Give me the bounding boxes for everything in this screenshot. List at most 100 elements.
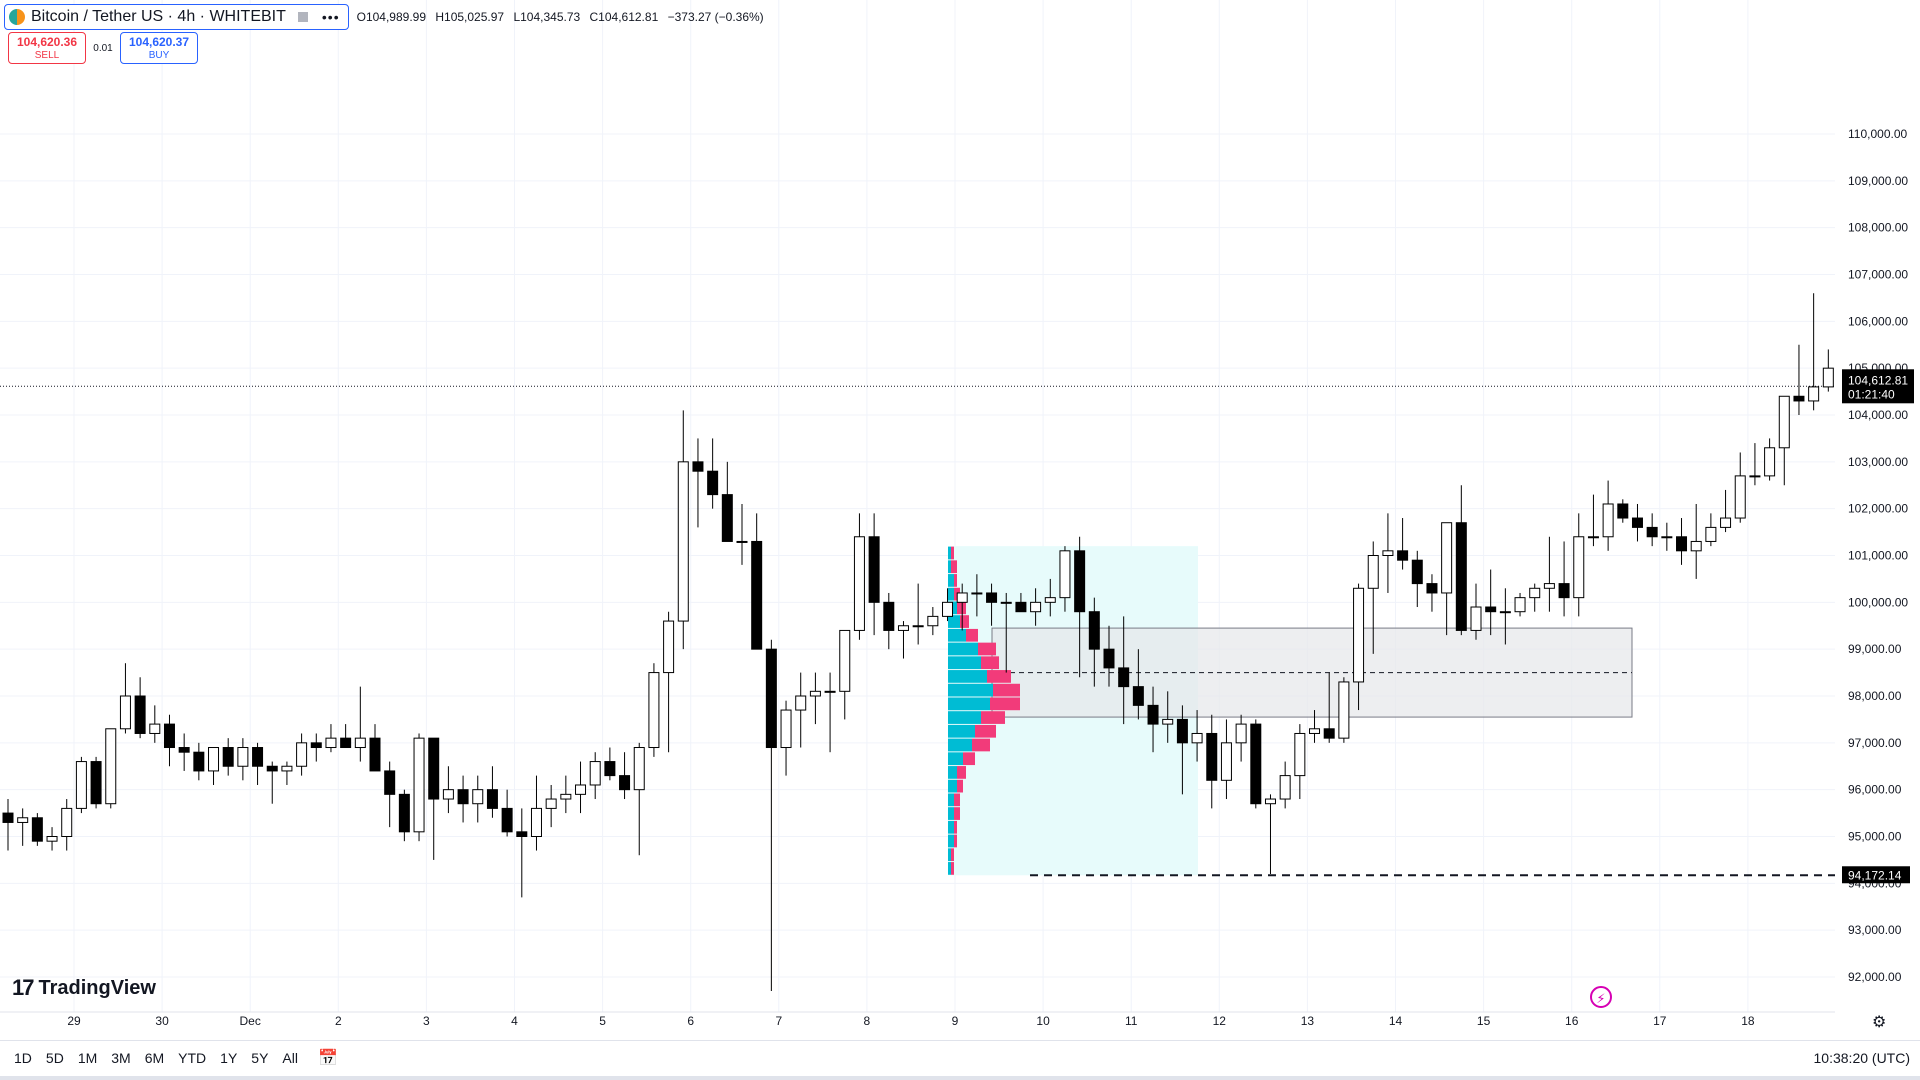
candle-down — [883, 601, 895, 631]
volume-profile-bar-up — [948, 560, 951, 574]
candle-down — [163, 723, 175, 749]
candle-down — [457, 789, 469, 805]
range-button-ytd[interactable]: YTD — [178, 1050, 207, 1066]
candle-up — [1000, 601, 1012, 604]
price-chart[interactable]: 110,000.00 109,000.00 108,000.00 107,000.00… — [0, 0, 1920, 1040]
last-price-label: 104,612.81 — [1848, 373, 1908, 387]
range-button-1d[interactable]: 1D — [14, 1050, 32, 1066]
tradingview-wordmark: TradingView — [38, 976, 156, 999]
calendar-goto-icon[interactable]: 📅 — [317, 1050, 338, 1067]
candle-up — [1162, 718, 1174, 725]
range-button-5d[interactable]: 5D — [45, 1050, 64, 1066]
market-status-icon — [297, 12, 308, 22]
candle-down — [604, 761, 616, 777]
price-axis: 110,000.00 109,000.00 108,000.00 107,000.00… — [1835, 0, 1920, 1012]
range-button-3m[interactable]: 3M — [111, 1050, 131, 1066]
price-tick-label: 103,000.00 — [1848, 455, 1908, 469]
time-tick-label: 10 — [1036, 1014, 1050, 1028]
candle-down — [1103, 648, 1115, 669]
tradingview-mark-icon: 17 — [12, 975, 35, 1000]
volume-profile-bar-down — [972, 738, 990, 752]
candle-up — [1734, 475, 1746, 519]
range-button-all[interactable]: All — [282, 1050, 298, 1066]
price-axis-bg — [1835, 0, 1920, 1012]
candle-up — [839, 629, 851, 692]
candle-up — [795, 695, 807, 711]
candle-down — [1118, 667, 1130, 688]
time-tick-label: 2 — [335, 1014, 342, 1028]
tradingview-logo[interactable]: 17 TradingView — [12, 975, 156, 1001]
price-tick-label: 107,000.00 — [1848, 268, 1908, 282]
candle-up — [927, 615, 939, 627]
candle-up — [1264, 798, 1276, 805]
ohlc-change: −373.27 (−0.36%) — [667, 10, 764, 24]
candle-up — [442, 789, 454, 800]
sell-button[interactable]: 104,620.36 SELL — [8, 32, 86, 64]
candle-up — [589, 761, 601, 786]
volume-profile-bar-down — [978, 642, 996, 656]
bitcoin-logo-icon — [9, 9, 25, 25]
grid — [0, 0, 1837, 1012]
range-button-1m[interactable]: 1M — [77, 1050, 98, 1066]
candle-up — [942, 601, 954, 617]
symbol-title: Bitcoin / Tether US · 4h · WHITEBIT — [31, 8, 286, 25]
candle-up — [971, 592, 983, 595]
candle-down — [178, 747, 190, 753]
range-button-6m[interactable]: 6M — [144, 1050, 165, 1066]
time-tick-label: 29 — [67, 1014, 81, 1028]
candle-up — [677, 461, 689, 622]
volume-profile-bar-up — [948, 628, 966, 642]
candle-down — [692, 461, 704, 472]
candle-down — [986, 592, 998, 603]
volume-profile-bar-down — [963, 752, 975, 766]
price-tick-label: 101,000.00 — [1848, 549, 1908, 563]
candle-down — [1631, 517, 1643, 528]
candle-up — [1573, 536, 1585, 599]
time-tick-label: 17 — [1653, 1014, 1667, 1028]
candle-up — [1279, 775, 1291, 800]
candle-down — [1147, 704, 1159, 725]
time-tick-label: 3 — [423, 1014, 430, 1028]
price-tick-label: 99,000.00 — [1848, 642, 1902, 656]
time-tick-label: 9 — [952, 1014, 959, 1028]
time-axis: 29 30 Dec 2 3 4 5 6 7 8 9 10 11 12 13 14 15 16 17 18 — [0, 1011, 1835, 1028]
volume-profile-bar-up — [948, 574, 954, 587]
lightning-icon[interactable]: ⚡ — [1590, 986, 1612, 1008]
volume-profile-bar-down — [975, 724, 996, 738]
volume-profile-bar-up — [948, 697, 990, 711]
candle-up — [61, 807, 73, 838]
ellipsis-icon[interactable]: ••• — [321, 9, 340, 25]
gear-icon[interactable]: ⚙ — [1872, 1014, 1887, 1031]
candle-up — [1778, 395, 1790, 449]
candle-up — [1529, 587, 1541, 599]
candle-down — [1793, 395, 1805, 402]
candle-up — [1353, 587, 1365, 683]
candle-down — [1132, 686, 1144, 706]
candle-down — [193, 751, 205, 772]
range-button-5y[interactable]: 5Y — [251, 1050, 269, 1066]
volume-profile-bar-up — [948, 766, 957, 779]
candle-down — [1206, 732, 1218, 781]
candle-up — [1690, 540, 1702, 552]
candle-down — [1646, 526, 1658, 538]
candle-up — [1808, 386, 1820, 402]
buy-button[interactable]: 104,620.37 BUY — [120, 32, 198, 64]
range-button-1y[interactable]: 1Y — [220, 1050, 238, 1066]
candle-up — [281, 765, 293, 772]
symbol-selector[interactable]: Bitcoin / Tether US · 4h · WHITEBIT ••• — [4, 4, 349, 30]
volume-profile-bar-up — [948, 724, 975, 738]
candle-down — [2, 812, 14, 823]
price-tick-label: 109,000.00 — [1848, 174, 1908, 188]
candle-up — [1587, 536, 1599, 539]
candle-down — [1397, 550, 1409, 561]
clock[interactable]: 10:38:20 (UTC) — [1813, 1050, 1910, 1066]
price-tick-label: 96,000.00 — [1848, 783, 1902, 797]
candle-up — [736, 540, 748, 543]
volume-profile-bar-down — [951, 560, 957, 574]
candle-down — [31, 817, 43, 842]
time-tick-label: 6 — [687, 1014, 694, 1028]
candle-up — [1822, 367, 1834, 388]
volume-profile-bar-up — [948, 779, 957, 793]
candle-up — [296, 742, 308, 767]
candle-down — [134, 695, 146, 734]
